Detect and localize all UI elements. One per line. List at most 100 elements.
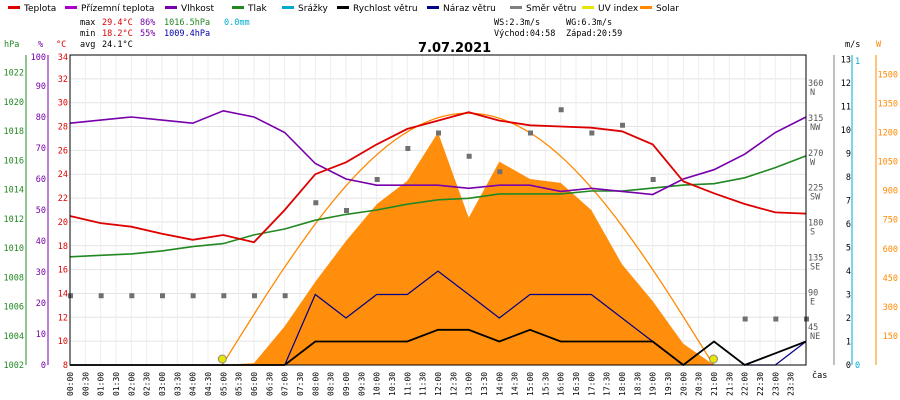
axis-temp-label: °C xyxy=(56,40,66,50)
tick-x: 22:30 xyxy=(756,372,765,396)
tick-w: 1350 xyxy=(878,99,898,109)
tick-dir-compass: W xyxy=(810,158,816,168)
tick-x: 08:00 xyxy=(311,372,320,396)
tick-mm: 1 xyxy=(855,57,860,67)
x-axis: 00:00 00:30 01:00 01:30 02:00 02:30 03:00 03:30… xyxy=(66,372,796,396)
tick-x: 14:00 xyxy=(495,372,504,396)
stat-max-temp: 29.4°C xyxy=(102,18,133,28)
wind-dir-dot xyxy=(313,200,319,206)
y-axes: 1022102010181016101410121010100810061004… xyxy=(4,53,898,371)
stat-max-label: max xyxy=(80,18,95,28)
wind-dir-dot xyxy=(374,177,380,182)
tick-pct: 50 xyxy=(36,206,46,216)
sunset-marker xyxy=(708,354,718,364)
wind-dir-dot xyxy=(221,293,227,299)
stat-min-temp: 18.2°C xyxy=(102,29,133,39)
wind-dir-dot xyxy=(98,293,104,299)
tick-x: 01:30 xyxy=(112,372,121,396)
tick-x: 03:00 xyxy=(158,372,167,396)
stat-sunrise: Východ:04:58 xyxy=(494,29,555,39)
legend-label: Vlhkost xyxy=(181,4,214,14)
legend-swatch xyxy=(510,6,522,9)
tick-ms: 4 xyxy=(846,267,851,277)
wind-dir-dot xyxy=(160,293,165,299)
wind-dir-dot xyxy=(129,293,135,299)
wind-dir-dot xyxy=(497,169,503,175)
tick-x: 11:00 xyxy=(403,372,412,396)
tick-pct: 80 xyxy=(36,113,46,123)
legend-swatch xyxy=(232,6,244,9)
legend-label: Tlak xyxy=(247,4,268,14)
tick-dir-compass: NW xyxy=(810,123,821,133)
tick-hpa: 1014 xyxy=(4,186,24,196)
tick-x: 05:30 xyxy=(235,372,244,396)
tick-w: 900 xyxy=(883,187,898,197)
tick-x: 06:30 xyxy=(265,372,274,396)
tick-temp: 16 xyxy=(58,266,68,276)
tick-ms: 13 xyxy=(841,56,851,66)
tick-dir-compass: N xyxy=(810,88,815,98)
tick-hpa: 1016 xyxy=(4,156,24,166)
axis-w-label: W xyxy=(876,40,882,50)
tick-x: 04:30 xyxy=(204,372,213,396)
tick-x: 20:00 xyxy=(679,372,688,396)
tick-temp: 10 xyxy=(58,337,68,347)
tick-temp: 22 xyxy=(58,194,68,204)
tick-x: 15:30 xyxy=(541,372,550,396)
tick-x: 10:30 xyxy=(388,372,397,396)
stat-max-press: 1016.5hPa xyxy=(164,18,210,28)
axis-pct-label: % xyxy=(38,40,43,50)
tick-dir: 135 xyxy=(808,253,823,263)
legend-label: Solar xyxy=(656,4,679,14)
x-axis-end-label: čas xyxy=(812,370,827,381)
tick-x: 18:00 xyxy=(618,372,627,396)
tick-x: 21:00 xyxy=(710,372,719,396)
tick-ms: 5 xyxy=(846,244,851,254)
tick-x: 21:30 xyxy=(725,372,734,396)
tick-temp: 18 xyxy=(58,242,68,252)
stat-wg: WG:6.3m/s xyxy=(566,18,612,28)
legend-swatch xyxy=(65,6,77,9)
tick-ms: 2 xyxy=(846,314,851,324)
tick-x: 04:00 xyxy=(189,372,198,396)
tick-temp: 26 xyxy=(58,146,68,156)
tick-hpa: 1018 xyxy=(4,127,24,137)
wind-dir-dot xyxy=(282,293,288,299)
tick-x: 20:30 xyxy=(695,372,704,396)
legend-label: Teplota xyxy=(23,4,56,14)
tick-x: 03:30 xyxy=(173,372,182,396)
tick-w: 750 xyxy=(883,216,898,226)
tick-hpa: 1004 xyxy=(4,332,24,342)
tick-dir: 225 xyxy=(808,184,823,194)
tick-x: 12:30 xyxy=(449,372,458,396)
tick-pct: 70 xyxy=(36,144,46,154)
tick-dir-compass: S xyxy=(810,228,815,238)
tick-pct: 100 xyxy=(31,53,46,63)
tick-temp: 12 xyxy=(58,313,68,323)
wind-dir-dot xyxy=(650,177,656,182)
tick-hpa: 1022 xyxy=(4,69,24,79)
tick-x: 19:30 xyxy=(664,372,673,396)
tick-ms: 8 xyxy=(846,173,851,183)
tick-x: 01:00 xyxy=(97,372,106,396)
plot-frame xyxy=(69,54,807,366)
tick-w: 300 xyxy=(883,303,898,313)
solar-area-fill xyxy=(70,132,806,365)
tick-pct: 30 xyxy=(36,268,46,278)
tick-dir: 90 xyxy=(808,288,818,298)
stat-min-hum: 55% xyxy=(140,29,155,39)
legend-swatch xyxy=(640,6,652,9)
tick-ms: 3 xyxy=(846,291,851,301)
legend-label: Přízemní teplota xyxy=(81,4,154,14)
wind-dir-dot xyxy=(344,208,349,213)
tick-pct: 10 xyxy=(36,330,46,340)
stat-sunset: Západ:20:59 xyxy=(566,29,622,39)
stat-avg-label: avg xyxy=(80,40,95,50)
legend-label: Směr větru xyxy=(526,4,576,14)
tick-x: 09:00 xyxy=(342,372,351,396)
tick-ms: 0 xyxy=(846,361,851,371)
tick-dir: 315 xyxy=(808,114,823,124)
chart-title: 7.07.2021 xyxy=(418,41,491,56)
series-line-teplota xyxy=(69,111,807,244)
